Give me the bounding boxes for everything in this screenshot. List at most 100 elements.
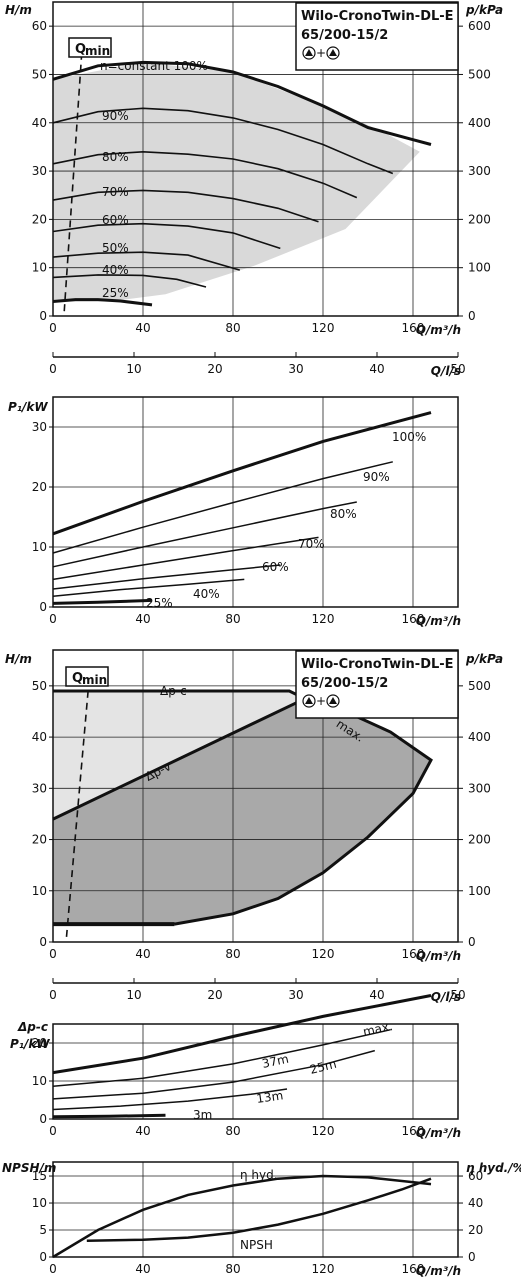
- x2-tick-label: 30: [288, 362, 303, 376]
- x-tick-label: 80: [225, 1262, 240, 1276]
- power-curve-80: [52, 501, 357, 568]
- x-tick-label: 160: [402, 321, 425, 335]
- pump-triangle-icon: [329, 697, 337, 704]
- dpc-power-label-37m: 37m: [261, 1052, 290, 1071]
- power-label-90: 90%: [363, 470, 390, 484]
- power-curve-90: [52, 461, 393, 554]
- x2-tick-label: 50: [450, 362, 465, 376]
- y2-tick-label: 600: [468, 19, 491, 33]
- efficiency-curve: [52, 1174, 432, 1259]
- y2-axis-label: η hyd./%: [466, 1161, 521, 1175]
- dpc-power-curve-max: [52, 994, 432, 1075]
- y-tick-label: 0: [39, 600, 47, 614]
- y2-tick-label: 0: [468, 309, 476, 323]
- efficiency-label: η hyd.: [240, 1168, 278, 1182]
- x2-axis-label: Q/l/s: [431, 364, 461, 378]
- x2-tick-label: 0: [49, 362, 57, 376]
- y-tick-label: 20: [32, 212, 47, 226]
- y-tick-label: 30: [32, 164, 47, 178]
- y-tick-label: 20: [32, 833, 47, 847]
- curve-label-80: 80%: [102, 150, 129, 164]
- curve-label-70: 70%: [102, 185, 129, 199]
- pump-triangle-icon: [305, 697, 313, 704]
- y-tick-label: 0: [39, 935, 47, 949]
- x2-tick-label: 10: [126, 988, 141, 1002]
- curve-60: [52, 222, 281, 250]
- dp-c-area: [53, 691, 305, 820]
- power-curve-40: [52, 578, 245, 597]
- y2-tick-label: 100: [468, 884, 491, 898]
- y-tick-label: 10: [32, 540, 47, 554]
- dpc-power-curve-3m: [52, 1113, 166, 1119]
- power-label-25: 25%: [146, 596, 173, 610]
- qmin-box: [68, 37, 112, 58]
- x-tick-label: 0: [49, 1262, 57, 1276]
- x2-tick-label: 10: [126, 362, 141, 376]
- x-tick-label: 40: [135, 947, 150, 961]
- power-label-100: 100%: [392, 430, 426, 444]
- chart-title-line2: 65/200-15/2: [301, 676, 388, 691]
- qmin-dashed-line: [63, 45, 84, 312]
- x2-tick-label: 40: [369, 988, 384, 1002]
- y-tick-label: 30: [32, 781, 47, 795]
- x-axis-label: Q/m³/h: [416, 323, 461, 337]
- y-tick-label: 20: [32, 1036, 47, 1050]
- power-curve-100: [52, 411, 432, 536]
- y-axis-label-line2: P₁/kW: [10, 1037, 50, 1051]
- y2-tick-label: 60: [468, 1169, 483, 1183]
- x2-tick-label: 20: [207, 362, 222, 376]
- curve-25: [52, 298, 153, 307]
- y-tick-label: 30: [32, 420, 47, 434]
- y-tick-label: 60: [32, 19, 47, 33]
- qmin-label: Q: [72, 671, 83, 686]
- x2-tick-label: 40: [369, 362, 384, 376]
- x2-tick-label: 50: [450, 988, 465, 1002]
- y2-tick-label: 300: [468, 164, 491, 178]
- npsh-label: NPSH: [240, 1238, 273, 1252]
- y2-tick-label: 100: [468, 261, 491, 275]
- plot-frame: [52, 1, 459, 317]
- curve-n-constant-100: [52, 60, 432, 146]
- curve-label-90: 90%: [102, 109, 129, 123]
- plot-frame: [52, 1161, 459, 1258]
- y-tick-label: 10: [32, 1196, 47, 1210]
- y2-tick-label: 0: [468, 1250, 476, 1264]
- y-tick-label: 20: [32, 480, 47, 494]
- y-tick-label: 0: [39, 1250, 47, 1264]
- y-tick-label: 15: [32, 1169, 47, 1183]
- dpc-power-curve-13m: [52, 1088, 288, 1111]
- chart-title-line1: Wilo-CronoTwin-DL-E: [301, 657, 454, 672]
- x-tick-label: 120: [312, 612, 335, 626]
- y2-tick-label: 400: [468, 730, 491, 744]
- y2-axis-label: p/kPa: [465, 3, 503, 17]
- control-curve-max: [174, 697, 433, 926]
- x-tick-label: 80: [225, 321, 240, 335]
- y-tick-label: 0: [39, 309, 47, 323]
- pump-triangle-icon: [329, 49, 337, 56]
- x-tick-label: 160: [402, 1124, 425, 1138]
- dpc-power-label-3m: 3m: [193, 1108, 212, 1122]
- dp-c-label: Δp-c: [160, 684, 187, 698]
- power-label-40: 40%: [193, 587, 220, 601]
- y2-axis-label: p/kPa: [465, 652, 503, 666]
- qmin-subscript: min: [82, 673, 107, 687]
- x-axis-label: Q/m³/h: [416, 614, 461, 628]
- curve-50: [52, 251, 241, 271]
- npsh-curve: [86, 1177, 432, 1243]
- y-axis-label: NPSH/m: [2, 1161, 56, 1175]
- dpc-power-label-max: max.: [362, 1019, 394, 1039]
- y-axis-label: H/m: [5, 3, 32, 17]
- y2-tick-label: 300: [468, 781, 491, 795]
- x-tick-label: 80: [225, 947, 240, 961]
- y-axis-label: P₁/kW: [8, 400, 48, 414]
- y-tick-label: 10: [32, 1074, 47, 1088]
- y2-tick-label: 400: [468, 116, 491, 130]
- y-tick-label: 50: [32, 67, 47, 81]
- control-curve-p-v: [52, 697, 306, 821]
- x-tick-label: 40: [135, 1124, 150, 1138]
- y-tick-label: 50: [32, 679, 47, 693]
- power-label-70: 70%: [298, 537, 325, 551]
- title-box: [295, 2, 459, 71]
- plus-sign: +: [316, 46, 326, 60]
